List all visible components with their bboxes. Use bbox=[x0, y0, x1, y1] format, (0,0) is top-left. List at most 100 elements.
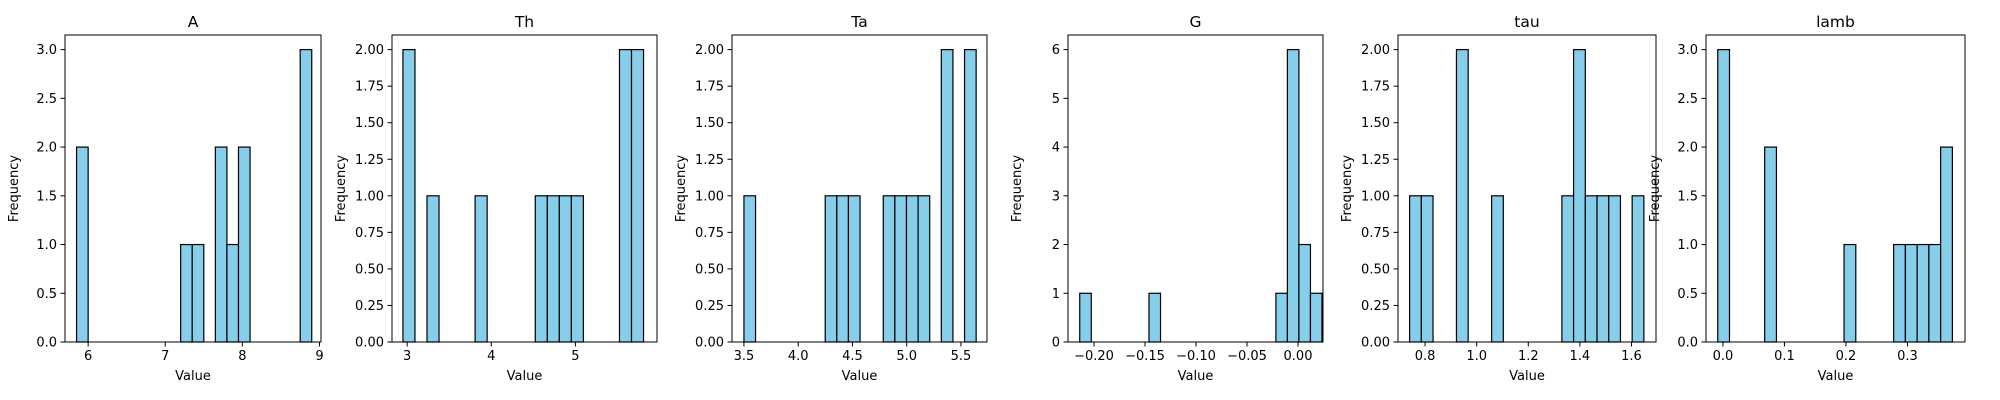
histogram-bar bbox=[1409, 195, 1422, 343]
histogram-bar bbox=[570, 195, 584, 343]
axes-frame bbox=[1705, 34, 1966, 343]
y-tick-label: 1.5 bbox=[1677, 189, 1698, 204]
y-tick-label: 0.50 bbox=[695, 262, 724, 277]
y-tick-label: 0 bbox=[1052, 336, 1060, 351]
histogram-bar bbox=[1420, 195, 1434, 343]
y-tick-label: 1 bbox=[1052, 287, 1060, 302]
x-tick-label: 8 bbox=[238, 349, 246, 364]
y-tick-label: 0.00 bbox=[355, 336, 384, 351]
subplot-3: −0.20 −0.15 −0.10 −0.05 0.00 0 1 2 3 4 5 6 G Value Fre… bbox=[1010, 13, 1324, 384]
histogram-bar bbox=[180, 243, 193, 343]
histogram-bar bbox=[1843, 243, 1857, 343]
histogram-bar bbox=[1631, 195, 1645, 343]
y-tick-label: 1.5 bbox=[36, 189, 57, 204]
x-tick-label: 3 bbox=[403, 349, 411, 364]
histogram-bar bbox=[905, 195, 919, 343]
y-axis-label: Frequency bbox=[1648, 155, 1663, 222]
x-tick-label: 1.2 bbox=[1518, 349, 1539, 364]
y-axis-label: Frequency bbox=[334, 155, 349, 222]
y-tick-label: 3 bbox=[1052, 189, 1060, 204]
histogram-bar bbox=[75, 146, 89, 343]
x-tick-label: 1.4 bbox=[1570, 349, 1591, 364]
x-tick-label: 4 bbox=[487, 349, 495, 364]
histogram-bar bbox=[226, 243, 240, 343]
histogram-bar bbox=[1584, 195, 1598, 343]
histogram-bar bbox=[214, 146, 228, 343]
y-tick-label: 2.00 bbox=[695, 43, 724, 58]
y-tick-label: 1.0 bbox=[36, 238, 57, 253]
y-tick-label: 0.75 bbox=[1361, 226, 1390, 241]
histogram-bar bbox=[824, 195, 838, 343]
histogram-bar bbox=[894, 195, 908, 343]
y-tick-label: 1.50 bbox=[695, 116, 724, 131]
axes-frame bbox=[731, 34, 988, 343]
histogram-bar bbox=[1561, 195, 1575, 343]
y-tick-label: 0.0 bbox=[1677, 336, 1698, 351]
x-tick-label: 6 bbox=[84, 349, 92, 364]
y-tick-label: 0.00 bbox=[1361, 336, 1390, 351]
y-tick-label: 2.5 bbox=[36, 92, 57, 107]
histogram-bar bbox=[963, 49, 977, 343]
histogram-bar bbox=[743, 195, 757, 343]
y-tick-label: 0.5 bbox=[1677, 287, 1698, 302]
histogram-bar bbox=[1940, 146, 1953, 343]
chart-title: Th bbox=[514, 13, 534, 31]
histogram-bar bbox=[1455, 49, 1469, 343]
x-tick-label: 1.6 bbox=[1621, 349, 1642, 364]
histogram-bar bbox=[1596, 195, 1610, 343]
histogram-bar bbox=[191, 243, 205, 343]
x-tick-label: 4.0 bbox=[788, 349, 809, 364]
histogram-bar bbox=[546, 195, 560, 343]
histogram-bar bbox=[1904, 243, 1918, 343]
y-tick-label: 1.25 bbox=[695, 153, 724, 168]
y-tick-label: 6 bbox=[1052, 43, 1060, 58]
histogram-bar bbox=[1893, 243, 1906, 343]
y-tick-label: 0.50 bbox=[355, 262, 384, 277]
y-tick-label: 1.50 bbox=[355, 116, 384, 131]
y-tick-label: 0.0 bbox=[36, 336, 57, 351]
y-tick-label: 1.75 bbox=[355, 80, 384, 95]
x-tick-label: −0.15 bbox=[1125, 349, 1165, 364]
histogram-bar bbox=[1572, 49, 1586, 343]
y-tick-label: 1.00 bbox=[1361, 189, 1390, 204]
y-tick-label: 1.75 bbox=[695, 80, 724, 95]
x-axis-label: Value bbox=[507, 369, 543, 384]
chart-title: G bbox=[1189, 13, 1201, 31]
histogram-bar bbox=[1079, 292, 1092, 343]
axes-frame bbox=[391, 34, 658, 343]
y-tick-label: 3.0 bbox=[36, 43, 57, 58]
y-tick-label: 2.00 bbox=[1361, 43, 1390, 58]
y-tick-label: 0.75 bbox=[355, 226, 384, 241]
histogram-bar bbox=[1298, 243, 1312, 343]
x-tick-label: 0.0 bbox=[1713, 349, 1734, 364]
histogram-bar bbox=[534, 195, 548, 343]
subplot-5: 0.0 0.1 0.2 0.3 0.0 0.5 1.0 1.5 2.0 2.5 3.0 lamb Val… bbox=[1648, 13, 1966, 384]
histogram-bar bbox=[940, 49, 954, 343]
x-tick-label: 5.0 bbox=[896, 349, 917, 364]
y-tick-label: 5 bbox=[1052, 92, 1060, 107]
y-tick-label: 3.0 bbox=[1677, 43, 1698, 58]
subplot-1: 3 4 5 0.00 0.25 0.50 0.75 1.00 1.25 1.50 1.75 2.00 T… bbox=[334, 13, 658, 384]
y-tick-label: 1.0 bbox=[1677, 238, 1698, 253]
y-tick-label: 2.0 bbox=[36, 141, 57, 156]
y-tick-label: 1.25 bbox=[355, 153, 384, 168]
y-axis-label: Frequency bbox=[1340, 155, 1355, 222]
histogram-bar bbox=[618, 49, 633, 343]
histogram-bar bbox=[474, 195, 488, 343]
x-tick-label: 0.00 bbox=[1284, 349, 1313, 364]
x-tick-label: 9 bbox=[315, 349, 323, 364]
histogram-bar bbox=[1764, 146, 1778, 343]
x-axis-label: Value bbox=[1818, 369, 1854, 384]
y-tick-label: 0.25 bbox=[355, 299, 384, 314]
x-tick-label: −0.10 bbox=[1176, 349, 1216, 364]
histogram-bar bbox=[558, 195, 572, 343]
y-axis-label: Frequency bbox=[1010, 155, 1025, 222]
axes-frame bbox=[1067, 34, 1324, 343]
histogram-bar bbox=[1717, 49, 1731, 343]
x-axis-label: Value bbox=[1509, 369, 1545, 384]
x-axis-label: Value bbox=[842, 369, 878, 384]
y-tick-label: 0.75 bbox=[695, 226, 724, 241]
histogram-bar bbox=[1148, 292, 1162, 343]
histogram-bar bbox=[237, 146, 251, 343]
histogram-bar bbox=[299, 49, 313, 343]
